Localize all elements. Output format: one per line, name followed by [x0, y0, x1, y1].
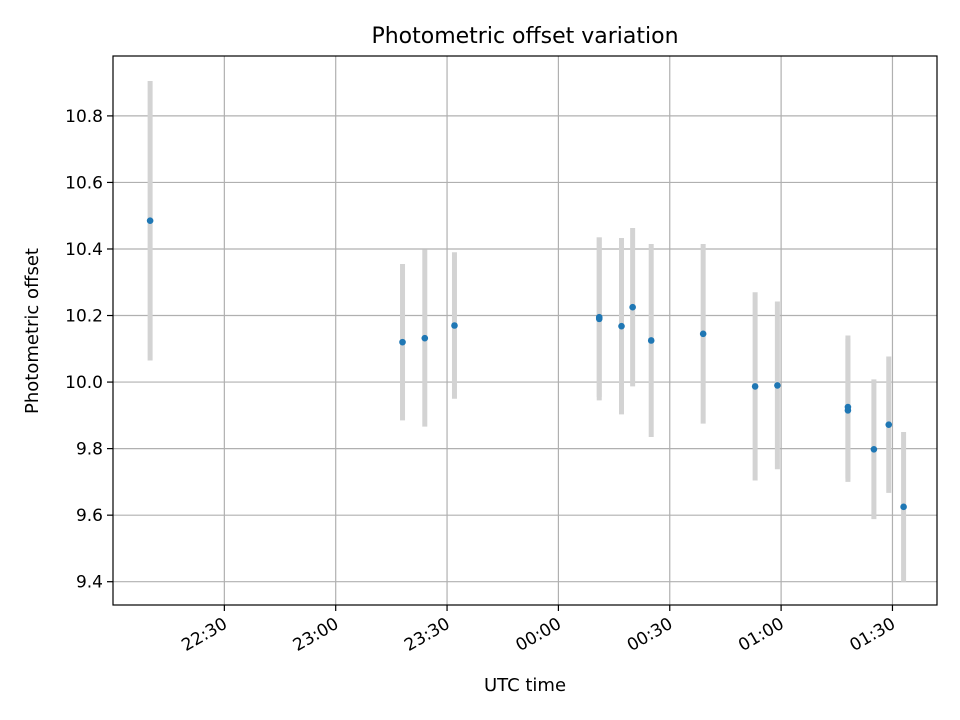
y-axis-ticks: 9.4 9.6 9.8 10.0 10.2 10.4 10.6 10.8: [65, 107, 113, 593]
data-point: [421, 334, 429, 342]
data-point: [900, 503, 907, 511]
data-point: [870, 445, 878, 453]
x-tick-label: 23:30: [401, 614, 453, 656]
y-axis-label: Photometric offset: [22, 248, 43, 414]
plot-frame: [112, 55, 938, 606]
data-point: [647, 337, 655, 344]
y-tick-label: 9.4: [76, 573, 103, 593]
data-point: [451, 322, 458, 329]
x-tick-label: 01:00: [735, 614, 787, 656]
data-point: [885, 421, 893, 428]
x-tick-label: 23:00: [290, 614, 342, 656]
y-tick-label: 10.0: [65, 373, 103, 393]
y-tick-label: 9.6: [76, 506, 103, 526]
data-point: [618, 322, 625, 330]
y-tick-label: 10.4: [65, 240, 103, 260]
chart-title: Photometric offset variation: [371, 24, 678, 49]
x-axis-label: UTC time: [484, 675, 566, 696]
data-point: [751, 383, 759, 390]
x-tick-label: 22:30: [178, 614, 230, 656]
data-point: [595, 313, 603, 321]
x-tick-label: 00:30: [624, 614, 676, 656]
data-point: [399, 338, 406, 346]
error-bars: [147, 80, 907, 582]
data-point: [146, 217, 154, 224]
data-point: [699, 330, 707, 338]
data-point: [844, 403, 852, 411]
data-point: [629, 303, 636, 311]
y-tick-label: 9.8: [76, 440, 103, 460]
y-tick-label: 10.8: [65, 107, 103, 127]
data-points: [146, 217, 907, 511]
x-tick-label: 00:00: [512, 614, 564, 656]
grid: [113, 56, 937, 605]
y-tick-label: 10.2: [65, 307, 103, 327]
data-point: [774, 382, 781, 389]
x-axis-ticks: 22:30 23:00 23:30 00:00 00:30 01:00 01:30: [178, 605, 899, 656]
y-tick-label: 10.6: [65, 173, 103, 193]
x-tick-label: 01:30: [847, 614, 899, 656]
